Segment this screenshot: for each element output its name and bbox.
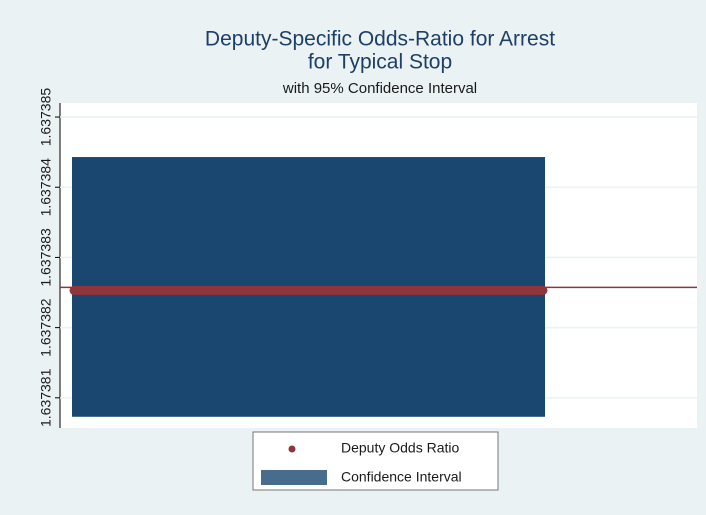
y-tick-label: 1.637383: [38, 228, 54, 287]
legend-marker: [288, 445, 296, 453]
chart-title-line2: for Typical Stop: [308, 51, 452, 74]
chart-subtitle: with 95% Confidence Interval: [282, 80, 477, 97]
legend-label: Deputy Odds Ratio: [341, 440, 459, 456]
y-tick-label: 1.637385: [38, 88, 54, 147]
y-tick-label: 1.637384: [38, 158, 54, 217]
y-tick-label: 1.637381: [38, 368, 54, 427]
legend-swatch: [261, 470, 327, 485]
y-tick-label: 1.637382: [38, 298, 54, 357]
legend-label: Confidence Interval: [341, 469, 462, 485]
chart-title: Deputy-Specific Odds-Ratio for Arrest: [205, 28, 555, 51]
